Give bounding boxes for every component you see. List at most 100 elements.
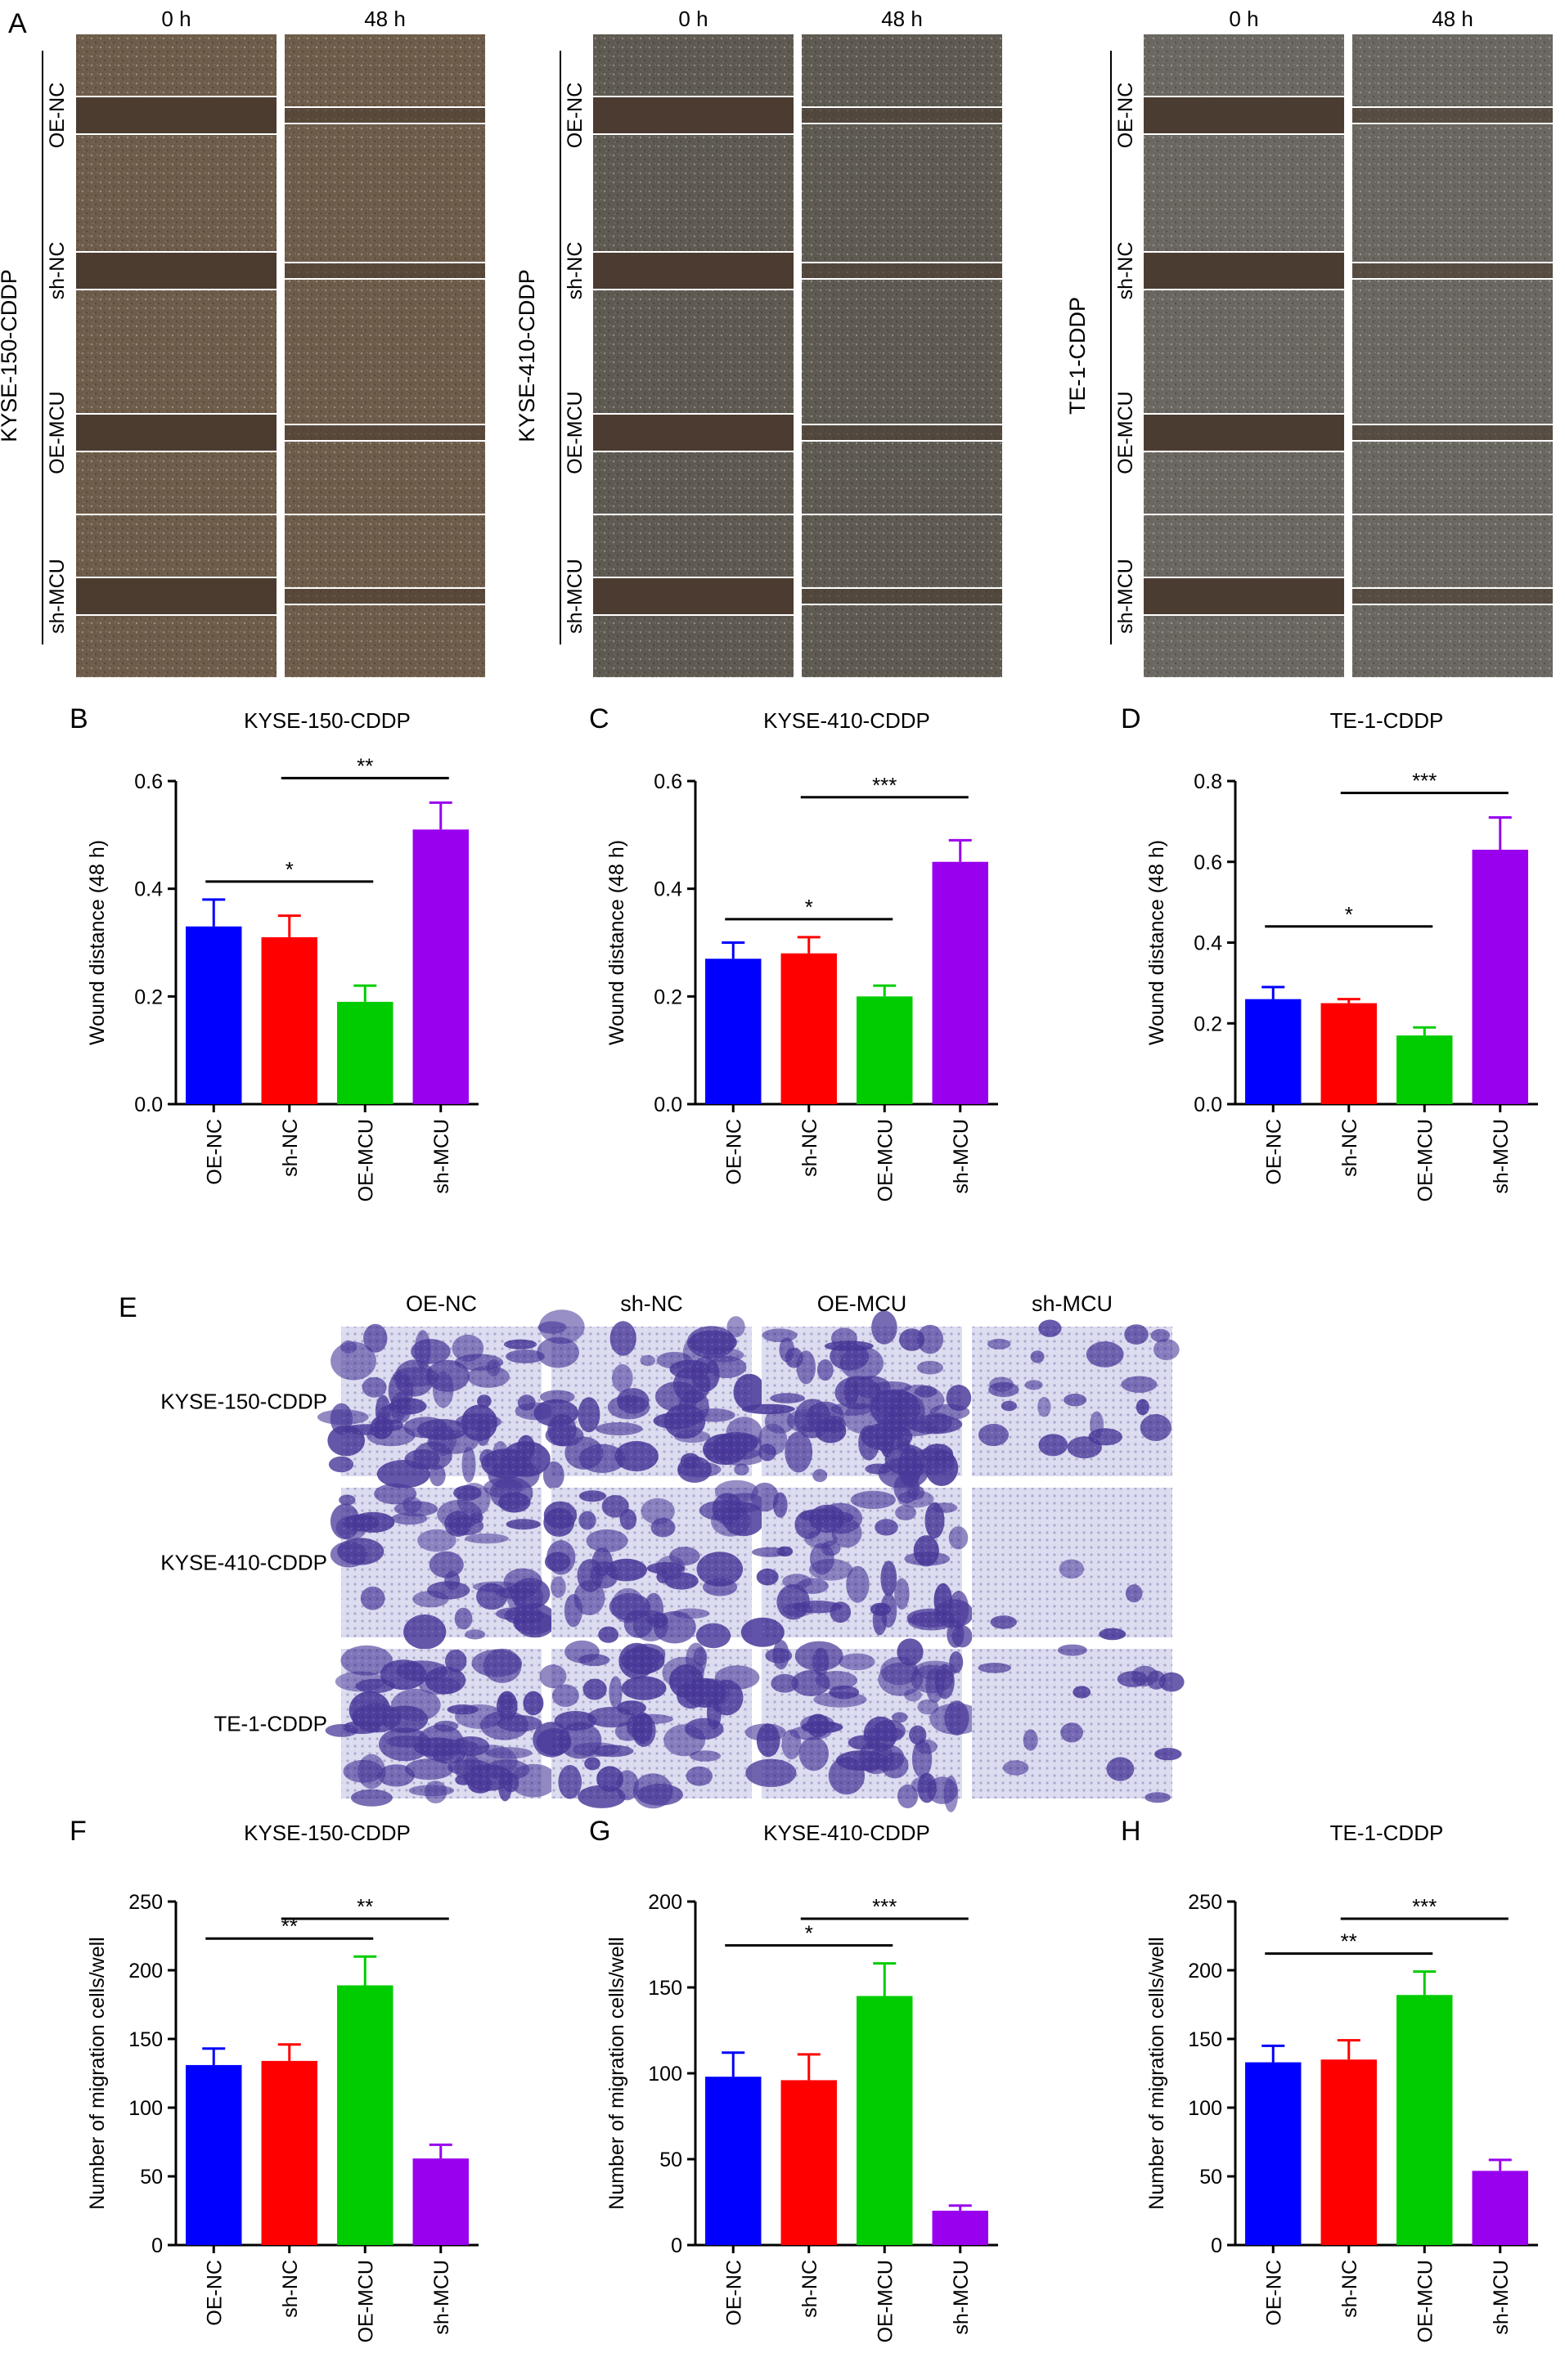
wound-image [802, 190, 1002, 352]
y-tick-label: 0.4 [134, 878, 163, 901]
pore-texture [341, 1649, 542, 1798]
panel-letter: C [589, 703, 609, 734]
time-label: 48 h [1432, 7, 1473, 31]
x-tick-label: sh-MCU [1490, 1119, 1513, 1194]
wound-gap [1144, 577, 1344, 615]
wound-gap [285, 424, 485, 441]
x-tick-label: sh-MCU [430, 1119, 453, 1194]
x-tick-label: sh-NC [1338, 1119, 1361, 1177]
transwell-image [972, 1488, 1172, 1641]
pore-texture [762, 1327, 962, 1476]
wound-image [76, 190, 277, 352]
row-label: TE-1-CDDP [214, 1712, 327, 1736]
chart-c: C KYSE-410-CDDP 0.0 0.2 0.4 0.6 Wound distance… [589, 703, 998, 1201]
wound-gap [1352, 588, 1553, 604]
wound-gap [285, 263, 485, 279]
row-label: sh-NC [46, 242, 69, 300]
y-tick-label: 150 [1188, 2028, 1222, 2051]
bar [932, 2211, 988, 2245]
wound-block: 0 h 48 h KYSE-150-CDDP OE-NC sh-NC OE-MCU sh-M… [0, 7, 485, 677]
y-tick-label: 250 [128, 1891, 163, 1914]
x-tick-label: sh-NC [798, 1119, 821, 1177]
wound-image [1144, 515, 1344, 677]
wound-gap [76, 252, 277, 290]
row-label: OE-NC [1114, 83, 1137, 149]
bar [932, 861, 988, 1104]
wound-gap [802, 588, 1002, 604]
significance-label: ** [357, 1894, 373, 1919]
x-tick-label: OE-NC [722, 2260, 745, 2326]
row-label: KYSE-150-CDDP [160, 1390, 327, 1414]
significance-label: *** [1412, 768, 1437, 793]
panel-letter-a: A [8, 8, 27, 39]
pore-texture [551, 1327, 752, 1476]
wound-image [76, 34, 277, 196]
transwell-image [330, 1476, 557, 1650]
cell-line-label: TE-1-CDDP [1065, 297, 1090, 415]
y-tick-label: 100 [1188, 2097, 1222, 2120]
row-label: OE-NC [46, 83, 69, 149]
wound-gap [593, 97, 794, 134]
chart-title: KYSE-410-CDDP [763, 708, 930, 733]
x-tick-label: OE-NC [722, 1119, 745, 1185]
row-label: sh-NC [1114, 242, 1137, 300]
wound-image [802, 515, 1002, 677]
significance-label: *** [1412, 1894, 1437, 1919]
x-tick-label: sh-MCU [430, 2260, 453, 2335]
wound-gap [802, 424, 1002, 441]
pore-texture [972, 1488, 1172, 1637]
y-tick-label: 0.4 [1194, 932, 1222, 955]
bar [857, 996, 913, 1104]
x-tick-label: sh-NC [279, 1119, 302, 1177]
significance-label: *** [872, 773, 897, 797]
y-tick-label: 250 [1188, 1891, 1222, 1914]
y-tick-label: 0.2 [1194, 1013, 1222, 1035]
panel-letter: F [70, 1816, 87, 1847]
x-tick-label: sh-MCU [1490, 2260, 1513, 2335]
wound-image [802, 352, 1002, 514]
time-label: 48 h [364, 7, 406, 31]
x-tick-label: OE-MCU [1414, 2260, 1437, 2342]
y-axis-label: Wound distance (48 h) [605, 840, 628, 1045]
y-tick-label: 50 [659, 2149, 682, 2171]
x-tick-label: OE-MCU [874, 2260, 897, 2342]
chart-f: F KYSE-150-CDDP 0 50 100 150 200 250 Number of m… [70, 1816, 479, 2342]
wound-image [1144, 190, 1344, 352]
cell-line-label: KYSE-150-CDDP [0, 269, 21, 442]
y-tick-label: 150 [648, 1977, 682, 2000]
chart-title: KYSE-150-CDDP [244, 1821, 411, 1845]
bar [261, 2060, 317, 2245]
wound-image [1144, 34, 1344, 196]
wound-gap [1352, 263, 1553, 279]
bar [780, 953, 837, 1104]
wound-image [1144, 352, 1344, 514]
wound-image [76, 515, 277, 677]
bar [1245, 2062, 1302, 2245]
time-label: 48 h [881, 7, 923, 31]
wound-gap [1144, 252, 1344, 290]
y-tick-label: 150 [128, 2028, 163, 2051]
significance-label: *** [872, 1894, 897, 1919]
y-tick-label: 50 [1199, 2166, 1222, 2189]
y-tick-label: 200 [128, 1960, 163, 1983]
significance-label: * [286, 857, 294, 882]
wound-gap [802, 107, 1002, 123]
x-tick-label: sh-NC [279, 2260, 302, 2318]
y-tick-label: 0 [151, 2234, 163, 2257]
panel-letter: D [1121, 703, 1141, 734]
wound-image [593, 190, 794, 352]
y-axis-label: Wound distance (48 h) [1145, 840, 1168, 1045]
bar [780, 2080, 837, 2245]
panel-letter: H [1121, 1816, 1141, 1847]
pore-texture [762, 1488, 962, 1637]
significance-label: ** [357, 753, 373, 778]
pore-texture [762, 1649, 962, 1798]
bar [857, 1996, 913, 2245]
x-tick-label: OE-MCU [874, 1119, 897, 1201]
chart-title: TE-1-CDDP [1330, 1821, 1444, 1845]
column-label: OE-MCU [817, 1291, 907, 1316]
transwell-image [972, 1644, 1185, 1803]
row-label: sh-NC [564, 242, 587, 300]
wound-image [593, 352, 794, 514]
